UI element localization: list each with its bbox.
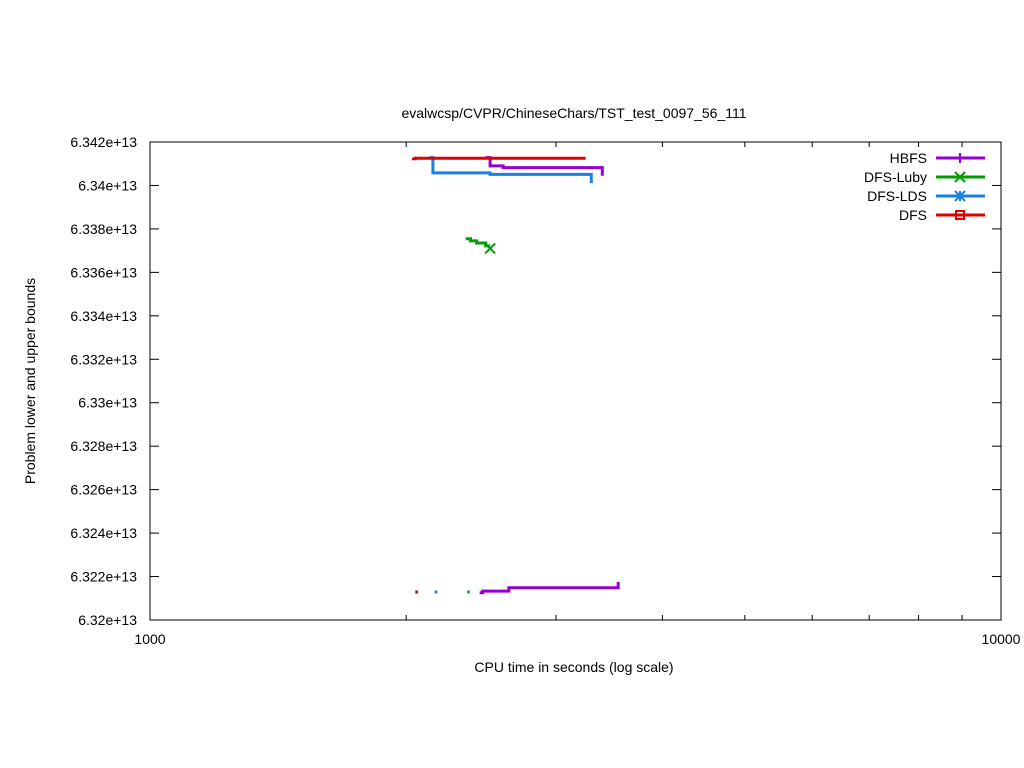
y-axis-label: Problem lower and upper bounds — [22, 278, 38, 484]
legend-item: HBFS — [890, 150, 985, 166]
y-tick-label: 6.33e+13 — [78, 395, 137, 411]
y-tick-label: 6.332e+13 — [70, 351, 137, 367]
y-tick-label: 6.322e+13 — [70, 569, 137, 585]
legend-marker — [955, 153, 965, 163]
legend-label: DFS-Luby — [864, 169, 927, 185]
series-hbfs — [479, 156, 620, 595]
legend-item: DFS — [899, 207, 985, 223]
y-axis: 6.32e+13 6.322e+13 6.324e+13 6.326e+13 6.328… — [70, 134, 1001, 628]
y-tick-label: 6.342e+13 — [70, 134, 137, 150]
x-axis: 1000 10000 — [134, 142, 1021, 647]
y-tick-label: 6.324e+13 — [70, 525, 137, 541]
x-tick-label: 10000 — [982, 631, 1021, 647]
legend-marker — [955, 210, 965, 220]
legend-label: DFS — [899, 207, 927, 223]
y-tick-label: 6.328e+13 — [70, 438, 137, 454]
series-line-upper — [429, 156, 593, 184]
series-dfs-luby — [465, 237, 496, 594]
legend-item: DFS-Luby — [864, 169, 985, 185]
chart-title: evalwcsp/CVPR/ChineseChars/TST_test_0097… — [401, 105, 746, 121]
series-point — [484, 242, 496, 255]
legend: HBFS DFS-Luby DFS-LDS DFS — [864, 150, 985, 223]
legend-label: HBFS — [890, 150, 927, 166]
y-tick-label: 6.34e+13 — [78, 177, 137, 193]
series-layer — [412, 156, 620, 595]
legend-marker — [954, 190, 966, 202]
y-tick-label: 6.336e+13 — [70, 264, 137, 280]
x-tick-label: 1000 — [134, 631, 165, 647]
series-dfs — [412, 156, 586, 594]
legend-label: DFS-LDS — [867, 188, 927, 204]
y-tick-label: 6.334e+13 — [70, 308, 137, 324]
series-dfs-lds — [429, 156, 593, 594]
plot-frame — [149, 141, 1002, 621]
y-tick-label: 6.32e+13 — [78, 612, 137, 628]
series-line-lower — [479, 582, 620, 595]
x-axis-label: CPU time in seconds (log scale) — [474, 659, 673, 675]
y-tick-label: 6.326e+13 — [70, 482, 137, 498]
y-tick-label: 6.338e+13 — [70, 221, 137, 237]
series-line-upper — [412, 156, 586, 161]
legend-marker — [954, 171, 966, 183]
legend-item: DFS-LDS — [867, 188, 985, 204]
